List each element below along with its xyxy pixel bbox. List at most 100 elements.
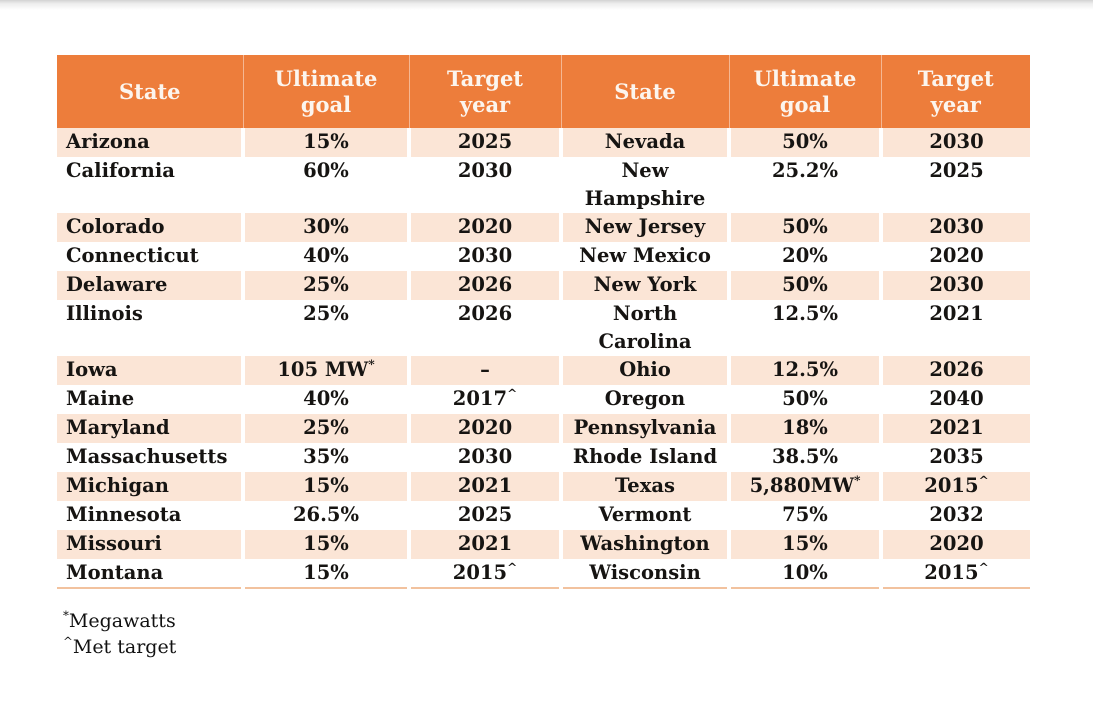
- goal-cell: 15%: [241, 472, 409, 501]
- year-cell: 2020: [407, 414, 561, 443]
- year-cell: 2030: [407, 157, 561, 213]
- table-row: Iowa 105 MW* – Ohio 12.5% 2026: [57, 356, 1030, 385]
- state-cell: Washington: [559, 530, 729, 559]
- year-cell: 2025: [407, 128, 561, 157]
- year-cell: 2015^: [407, 559, 561, 589]
- state-cell: Montana: [57, 559, 243, 589]
- superscript-marker: *: [368, 357, 375, 372]
- state-cell: Massachusetts: [66, 445, 228, 468]
- year-cell: 2030: [407, 443, 561, 472]
- year-cell: 2026: [407, 271, 561, 300]
- goal-cell: 18%: [727, 414, 881, 443]
- year-cell: 2021: [407, 472, 561, 501]
- state-cell: Delaware: [66, 273, 168, 296]
- state-goals-table: State Ultimate goal Target year State Ultima…: [57, 55, 1030, 589]
- state-cell: California: [66, 159, 175, 182]
- year-cell: 2021: [407, 530, 561, 559]
- goal-cell: 38.5%: [727, 443, 881, 472]
- state-cell: Oregon: [559, 385, 729, 414]
- footnote: *Megawatts: [63, 608, 176, 632]
- year-cell: –: [407, 356, 561, 385]
- goal-cell: 50%: [727, 128, 881, 157]
- state-cell: Nevada: [559, 128, 729, 157]
- table-body: Arizona 15% 2025 Nevada 50% 2030 California 60%…: [57, 128, 1030, 589]
- year-cell: 2015^: [879, 472, 1030, 501]
- state-cell: Wisconsin: [559, 559, 729, 589]
- table-row: Montana 15% 2015^ Wisconsin 10% 2015^: [57, 559, 1030, 589]
- year-cell: 2021: [879, 414, 1030, 443]
- goal-cell: 25%: [241, 271, 409, 300]
- goal-cell: 15%: [241, 530, 409, 559]
- superscript-marker: ^: [978, 473, 989, 488]
- superscript-marker: ^: [978, 560, 989, 575]
- goal-cell: 50%: [727, 213, 881, 242]
- table-row: Connecticut 40% 2030 New Mexico 20% 2020: [57, 242, 1030, 271]
- state-cell: Arizona: [66, 130, 150, 153]
- year-cell: 2020: [879, 242, 1030, 271]
- footnotes: *Megawatts ^Met target: [63, 608, 176, 660]
- year-cell: 2020: [407, 213, 561, 242]
- goal-cell: 25.2%: [727, 157, 881, 213]
- superscript-marker: *: [854, 473, 861, 488]
- column-header: Target year: [408, 55, 561, 128]
- goal-cell: 50%: [727, 271, 881, 300]
- state-cell: Connecticut: [66, 244, 199, 267]
- goal-cell: 35%: [241, 443, 409, 472]
- state-cell: Maine: [66, 387, 135, 410]
- column-header: Ultimate goal: [728, 55, 881, 128]
- goal-cell: 26.5%: [241, 501, 409, 530]
- state-cell: Illinois: [66, 302, 143, 325]
- superscript-marker: ^: [507, 560, 518, 575]
- goal-cell: 50%: [727, 385, 881, 414]
- table-row: California 60% 2030 New Hampshire 25.2% 2025: [57, 157, 1030, 213]
- table-row: Maine 40% 2017^ Oregon 50% 2040: [57, 385, 1030, 414]
- state-cell: Maryland: [66, 416, 170, 439]
- year-cell: 2026: [407, 300, 561, 356]
- table-row: Maryland 25% 2020 Pennsylvania 18% 2021: [57, 414, 1030, 443]
- column-header: Ultimate goal: [242, 55, 409, 128]
- goal-cell: 75%: [727, 501, 881, 530]
- state-cell: North Carolina: [559, 300, 729, 356]
- year-cell: 2030: [879, 271, 1030, 300]
- table-row: Missouri 15% 2021 Washington 15% 2020: [57, 530, 1030, 559]
- state-cell: Rhode Island: [559, 443, 729, 472]
- state-cell: New Jersey: [559, 213, 729, 242]
- year-cell: 2015^: [879, 559, 1030, 589]
- state-cell: Colorado: [66, 215, 165, 238]
- goal-cell: 40%: [241, 242, 409, 271]
- footnote: ^Met target: [63, 634, 177, 658]
- table-row: Michigan 15% 2021 Texas 5,880MW* 2015^: [57, 472, 1030, 501]
- column-header: State: [560, 55, 729, 128]
- window-top-edge: [0, 0, 1093, 10]
- table-row: Massachusetts 35% 2030 Rhode Island 38.5% 203…: [57, 443, 1030, 472]
- goal-cell: 20%: [727, 242, 881, 271]
- goal-cell: 15%: [241, 559, 409, 589]
- superscript-marker: ^: [507, 386, 518, 401]
- goal-cell: 40%: [241, 385, 409, 414]
- goal-cell: 60%: [241, 157, 409, 213]
- year-cell: 2030: [879, 128, 1030, 157]
- goal-cell: 25%: [241, 414, 409, 443]
- state-cell: Vermont: [559, 501, 729, 530]
- year-cell: 2017^: [407, 385, 561, 414]
- column-header: Target year: [880, 55, 1030, 128]
- year-cell: 2032: [879, 501, 1030, 530]
- state-cell: New Mexico: [559, 242, 729, 271]
- superscript-marker: *: [63, 608, 69, 623]
- goal-cell: 25%: [241, 300, 409, 356]
- year-cell: 2026: [879, 356, 1030, 385]
- header-row: State Ultimate goal Target year State Ultima…: [57, 55, 1030, 128]
- table-row: Colorado 30% 2020 New Jersey 50% 2030: [57, 213, 1030, 242]
- table-row: Delaware 25% 2026 New York 50% 2030: [57, 271, 1030, 300]
- year-cell: 2040: [879, 385, 1030, 414]
- state-cell: Missouri: [66, 532, 162, 555]
- goal-cell: 105 MW*: [241, 356, 409, 385]
- state-cell: Ohio: [559, 356, 729, 385]
- column-header: State: [57, 55, 243, 128]
- year-cell: 2030: [879, 213, 1030, 242]
- state-cell: New York: [559, 271, 729, 300]
- goal-cell: 10%: [727, 559, 881, 589]
- year-cell: 2025: [879, 157, 1030, 213]
- year-cell: 2021: [879, 300, 1030, 356]
